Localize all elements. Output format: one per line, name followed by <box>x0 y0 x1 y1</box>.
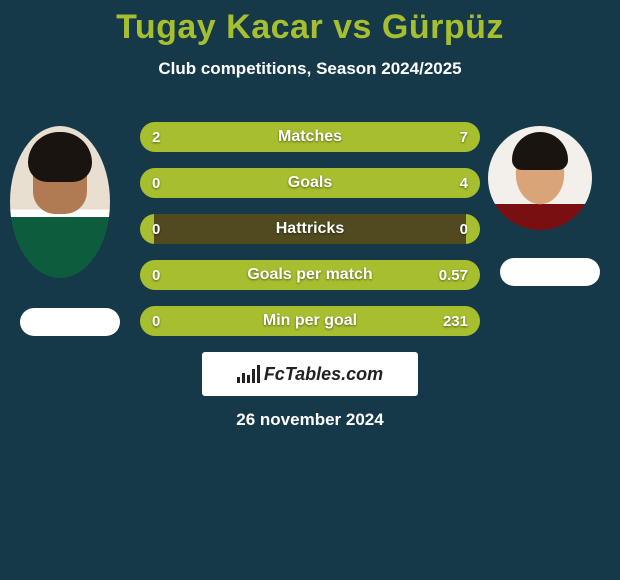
source-logo-text: FcTables.com <box>264 364 383 385</box>
stat-row: 00Hattricks <box>140 214 480 244</box>
stat-label: Hattricks <box>140 214 480 244</box>
stat-row: 27Matches <box>140 122 480 152</box>
player-left-club-badge <box>20 308 120 336</box>
stat-label: Matches <box>140 122 480 152</box>
page-title: Tugay Kacar vs Gürpüz <box>0 0 620 47</box>
source-logo: FcTables.com <box>202 352 418 396</box>
player-left-avatar <box>10 126 110 278</box>
stats-panel: 27Matches 04Goals 00Hattricks 00.57Goals pe… <box>140 122 480 352</box>
player-right-club-badge <box>500 258 600 286</box>
bar-chart-icon <box>237 365 260 383</box>
page-subtitle: Club competitions, Season 2024/2025 <box>0 59 620 79</box>
stat-label: Goals <box>140 168 480 198</box>
stat-label: Min per goal <box>140 306 480 336</box>
comparison-card: Tugay Kacar vs Gürpüz Club competitions,… <box>0 0 620 580</box>
player-right-avatar <box>488 126 592 230</box>
stat-row: 0231Min per goal <box>140 306 480 336</box>
stat-label: Goals per match <box>140 260 480 290</box>
stat-row: 00.57Goals per match <box>140 260 480 290</box>
stat-row: 04Goals <box>140 168 480 198</box>
snapshot-date: 26 november 2024 <box>0 410 620 430</box>
